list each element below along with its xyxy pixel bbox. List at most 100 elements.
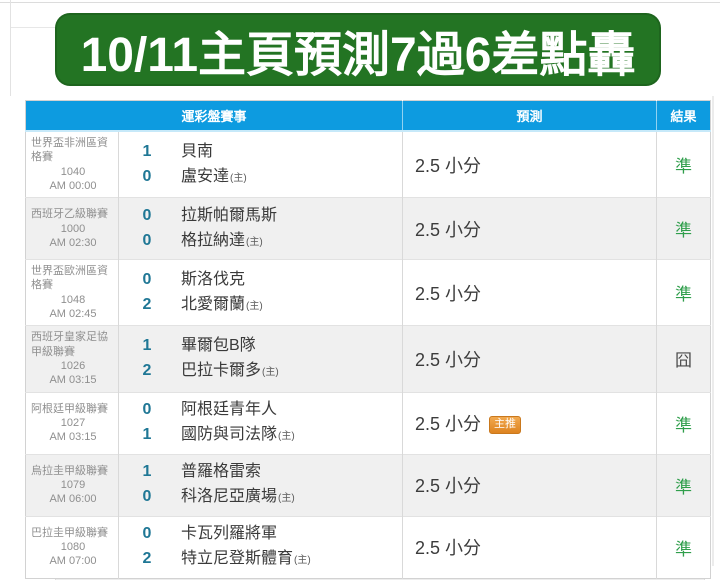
game-time: AM 00:00 (49, 179, 97, 192)
result-cell: 囧 (656, 325, 711, 393)
league-name: 西班牙乙級聯賽 (31, 208, 108, 221)
league-cell: 巴拉圭甲級聯賽 1080 AM 07:00 (25, 515, 119, 579)
home-team: 巴拉卡爾多 (181, 361, 262, 379)
prediction-text: 2.5 小分 (415, 538, 482, 559)
page-right-divider (712, 96, 714, 566)
home-score: 0 (142, 231, 152, 249)
home-score: 0 (142, 167, 152, 185)
page-left-divider (10, 0, 11, 96)
league-name: 烏拉圭甲級聯賽 (31, 464, 108, 477)
result-cell: 準 (656, 130, 711, 198)
game-time: AM 07:00 (49, 555, 97, 568)
home-team: 特立尼登斯體育 (181, 550, 294, 568)
col-header-event: 運彩盤賽事 (25, 100, 404, 132)
match-row: 西班牙乙級聯賽 1000 AM 02:30 0 拉斯帕爾馬斯 0 格拉納達 (主) 2… (25, 197, 711, 260)
league-cell: 西班牙皇家足協甲級聯賽 1026 AM 03:15 (25, 325, 119, 393)
league-cell: 世界盃歐洲區資格賽 1048 AM 02:45 (25, 259, 119, 326)
game-time: AM 03:15 (49, 431, 97, 444)
prediction-cell: 2.5 小分 主推 (402, 391, 658, 455)
result-cell: 準 (656, 515, 711, 579)
result-cell: 準 (656, 453, 711, 517)
home-marker: (主) (246, 300, 263, 312)
page-top-divider (0, 2, 720, 3)
away-score: 0 (142, 401, 152, 419)
away-score: 1 (142, 142, 152, 160)
teams-cell: 0 卡瓦列羅將軍 2 特立尼登斯體育 (主) (118, 515, 404, 579)
match-row: 世界盃歐洲區資格賽 1048 AM 02:45 0 斯洛伐克 2 北愛爾蘭 (主) 2… (25, 259, 711, 326)
prediction-text: 2.5 小分 (415, 155, 482, 176)
main-pick-badge: 主推 (489, 416, 522, 435)
league-name: 西班牙皇家足協甲級聯賽 (31, 331, 108, 358)
away-score: 0 (142, 206, 152, 224)
league-name: 世界盃歐洲區資格賽 (31, 265, 108, 292)
home-marker: (主) (262, 366, 279, 378)
league-name: 巴拉圭甲級聯賽 (31, 526, 108, 539)
home-score: 2 (142, 295, 152, 313)
teams-cell: 1 貝南 0 盧安達 (主) (118, 130, 404, 198)
col-header-result: 結果 (656, 100, 711, 132)
home-team: 盧安達 (181, 167, 230, 185)
game-time: AM 03:15 (49, 374, 97, 387)
away-score: 1 (142, 336, 152, 354)
teams-cell: 0 斯洛伐克 2 北愛爾蘭 (主) (118, 259, 404, 326)
match-row: 世界盃非洲區資格賽 1040 AM 00:00 1 貝南 0 盧安達 (主) 2.5 … (25, 130, 711, 198)
col-header-prediction: 預測 (402, 100, 658, 132)
home-marker: (主) (230, 172, 247, 184)
result-cell: 準 (656, 197, 711, 260)
home-score: 0 (142, 488, 152, 506)
home-score: 2 (142, 550, 152, 568)
game-time: AM 02:45 (49, 308, 97, 321)
page-left-horizontal-divider (11, 27, 58, 28)
prediction-cell: 2.5 小分 (402, 130, 658, 198)
game-id: 1026 (60, 359, 86, 372)
prediction-text: 2.5 小分 (415, 283, 482, 304)
prediction-text: 2.5 小分 (415, 414, 482, 435)
prediction-text: 2.5 小分 (415, 476, 482, 497)
match-row: 烏拉圭甲級聯賽 1079 AM 06:00 1 普羅格雷索 0 科洛尼亞廣場 (主) … (25, 453, 711, 517)
home-marker: (主) (278, 431, 295, 443)
away-team: 畢爾包B隊 (181, 336, 256, 354)
game-time: AM 06:00 (49, 493, 97, 506)
away-score: 0 (142, 525, 152, 543)
prediction-text: 2.5 小分 (415, 349, 482, 370)
league-name: 世界盃非洲區資格賽 (31, 137, 108, 164)
league-cell: 阿根廷甲級聯賽 1027 AM 03:15 (25, 391, 119, 455)
away-team: 阿根廷青年人 (181, 401, 278, 419)
home-team: 格拉納達 (181, 231, 246, 249)
home-team: 國防與司法隊 (181, 426, 278, 444)
home-score: 2 (142, 361, 152, 379)
home-marker: (主) (246, 236, 263, 248)
game-id: 1079 (60, 478, 86, 491)
home-team: 科洛尼亞廣場 (181, 488, 278, 506)
home-marker: (主) (278, 493, 295, 505)
prediction-cell: 2.5 小分 (402, 197, 658, 260)
game-id: 1027 (60, 416, 86, 429)
match-row: 阿根廷甲級聯賽 1027 AM 03:15 0 阿根廷青年人 1 國防與司法隊 (主)… (25, 391, 711, 455)
home-score: 1 (142, 426, 152, 444)
game-id: 1000 (60, 222, 86, 235)
game-time: AM 02:30 (49, 236, 97, 249)
league-cell: 西班牙乙級聯賽 1000 AM 02:30 (25, 197, 119, 260)
teams-cell: 0 拉斯帕爾馬斯 0 格拉納達 (主) (118, 197, 404, 260)
away-team: 普羅格雷索 (181, 463, 262, 481)
prediction-cell: 2.5 小分 (402, 453, 658, 517)
match-row: 巴拉圭甲級聯賽 1080 AM 07:00 0 卡瓦列羅將軍 2 特立尼登斯體育 (主… (25, 515, 711, 579)
league-name: 阿根廷甲級聯賽 (31, 402, 108, 415)
prediction-cell: 2.5 小分 (402, 325, 658, 393)
away-score: 1 (142, 463, 152, 481)
teams-cell: 1 畢爾包B隊 2 巴拉卡爾多 (主) (118, 325, 404, 393)
away-team: 卡瓦列羅將軍 (181, 525, 278, 543)
league-cell: 世界盃非洲區資格賽 1040 AM 00:00 (25, 130, 119, 198)
result-cell: 準 (656, 259, 711, 326)
game-id: 1040 (60, 165, 86, 178)
away-team: 斯洛伐克 (181, 270, 246, 288)
away-team: 拉斯帕爾馬斯 (181, 206, 278, 224)
prediction-text: 2.5 小分 (415, 219, 482, 240)
game-id: 1080 (60, 540, 86, 553)
teams-cell: 1 普羅格雷索 0 科洛尼亞廣場 (主) (118, 453, 404, 517)
away-team: 貝南 (181, 142, 214, 160)
table-header-row: 運彩盤賽事 預測 結果 (25, 100, 711, 132)
teams-cell: 0 阿根廷青年人 1 國防與司法隊 (主) (118, 391, 404, 455)
match-row: 西班牙皇家足協甲級聯賽 1026 AM 03:15 1 畢爾包B隊 2 巴拉卡爾多(… (25, 325, 711, 393)
headline-title: 10/11主頁預測7過6差點轟 (80, 28, 636, 82)
